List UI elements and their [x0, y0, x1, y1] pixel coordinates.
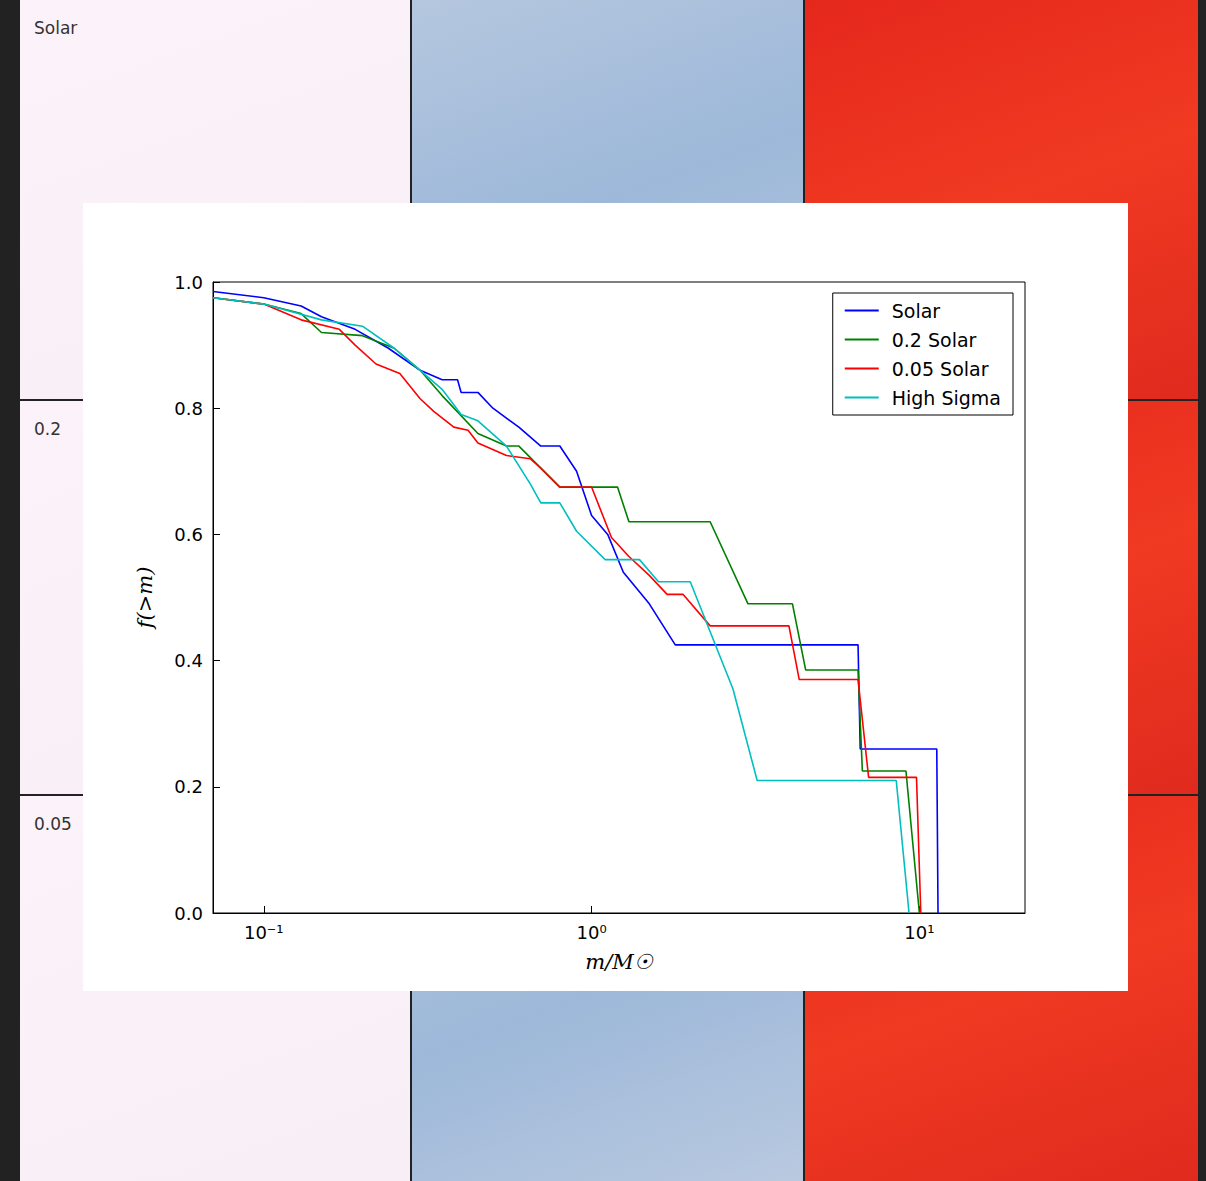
- svg-text:0.2: 0.2: [174, 776, 203, 797]
- html-text:Solar: Solar: [34, 18, 78, 38]
- svg-text:10⁻¹: 10⁻¹: [244, 922, 284, 943]
- svg-text:Solar: Solar: [892, 300, 941, 322]
- svg-text:10⁰: 10⁰: [577, 922, 607, 943]
- svg-text:0.6: 0.6: [174, 524, 203, 545]
- svg-text:m/M☉: m/M☉: [585, 950, 653, 974]
- html-text:0.2: 0.2: [34, 419, 61, 439]
- svg-text:0.2 Solar: 0.2 Solar: [892, 329, 977, 351]
- svg-text:0.05 Solar: 0.05 Solar: [892, 358, 989, 380]
- html-text:0.05: 0.05: [34, 814, 72, 834]
- svg-text:High Sigma: High Sigma: [892, 387, 1001, 409]
- svg-text:10¹: 10¹: [904, 922, 934, 943]
- svg-text:0.4: 0.4: [174, 650, 203, 671]
- svg-text:0.8: 0.8: [174, 398, 203, 419]
- svg-text:0.0: 0.0: [174, 903, 203, 924]
- svg-text:f(>m): f(>m): [133, 567, 157, 631]
- svg-text:1.0: 1.0: [174, 272, 203, 293]
